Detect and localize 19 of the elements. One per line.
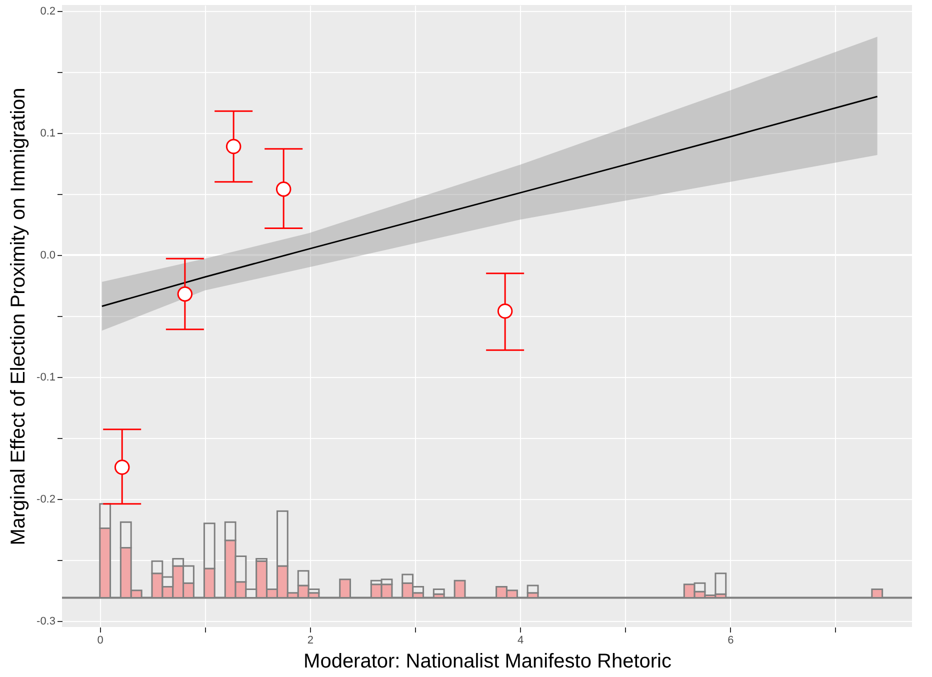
x-tick-label: 2 <box>307 634 314 646</box>
y-axis-title: Marginal Effect of Election Proximity on Immigration <box>8 88 30 546</box>
point <box>177 286 193 302</box>
x-axis-title: Moderator: Nationalist Manifesto Rhetoric <box>304 650 672 672</box>
point <box>276 182 292 197</box>
point <box>497 303 513 319</box>
y-tick-label: -0.2 <box>36 493 56 506</box>
y-tick-label: 0.1 <box>40 128 56 140</box>
y-tick-label: -0.1 <box>36 371 56 384</box>
y-tick-label: -0.3 <box>36 615 56 628</box>
point <box>114 460 130 475</box>
point <box>226 138 242 154</box>
x-tick-label: 4 <box>518 634 524 646</box>
y-tick-label: 0.0 <box>40 250 56 262</box>
x-tick-label: 0 <box>97 634 104 646</box>
line-series <box>101 96 878 307</box>
x-tick-label: 6 <box>728 634 734 646</box>
bar <box>432 588 445 595</box>
y-tick-label: 0.2 <box>40 6 56 18</box>
